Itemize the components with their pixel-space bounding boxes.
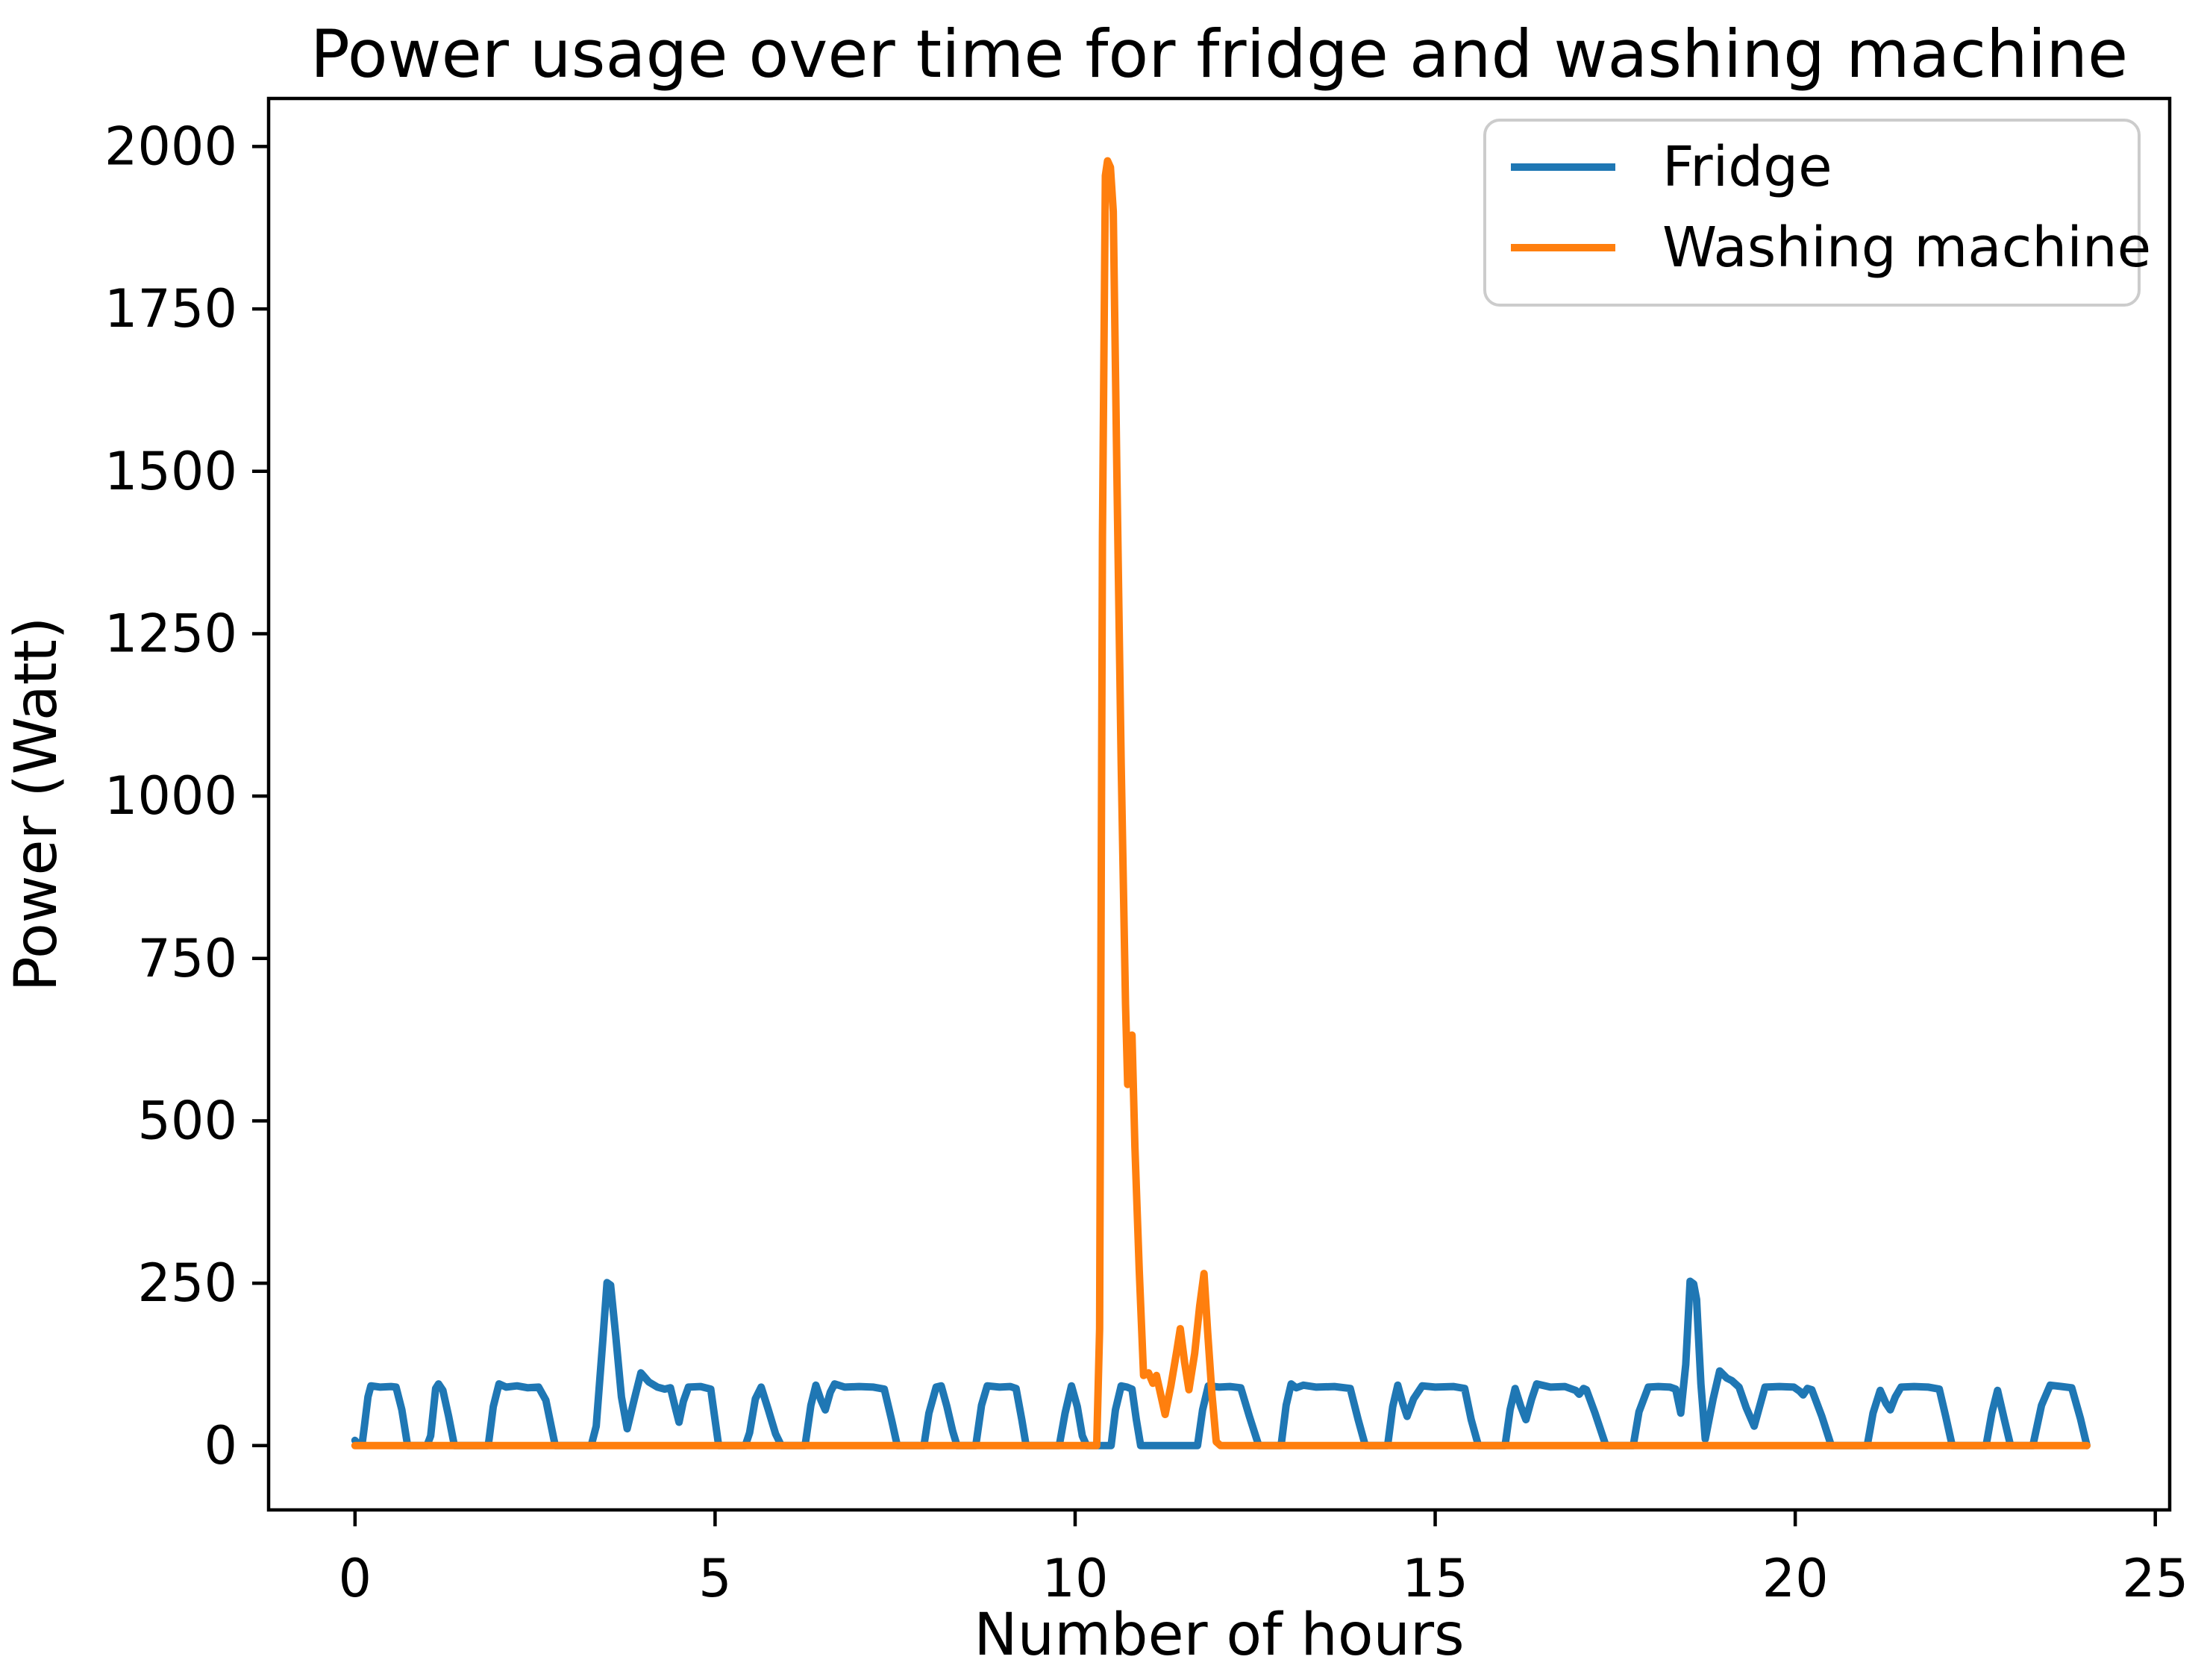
x-tick-label: 15 (1402, 1548, 1468, 1609)
x-tick-label: 20 (1762, 1548, 1829, 1609)
chart-title: Power usage over time for fridge and was… (310, 16, 2128, 93)
x-tick-label: 0 (339, 1548, 372, 1609)
washing-machine-line (351, 157, 2091, 1449)
y-tick-label: 1500 (104, 441, 237, 502)
y-tick-label: 1000 (104, 765, 237, 827)
y-tick-label: 250 (137, 1253, 237, 1314)
legend-box (1483, 119, 2141, 307)
y-tick-label: 2000 (104, 116, 237, 177)
y-tick-label: 1250 (104, 603, 237, 664)
y-tick-label: 1750 (104, 278, 237, 339)
x-axis-ticks: 0 5 10 15 20 25 (339, 1510, 2188, 1609)
y-tick-label: 500 (137, 1090, 237, 1151)
x-axis-label: Number of hours (974, 1602, 1464, 1669)
legend: Fridge Washing machine (1483, 119, 2151, 307)
fridge-line (351, 1277, 2091, 1449)
washing-machine-legend-label: Washing machine (1662, 216, 2151, 280)
y-axis-label: Power (Watt) (3, 617, 70, 992)
plot-border (266, 96, 2172, 1512)
y-axis-ticks: 0 250 500 750 1000 1250 1500 1750 2000 (104, 116, 269, 1476)
series-lines (351, 157, 2091, 1449)
x-tick-label: 25 (2122, 1548, 2188, 1609)
y-tick-label: 750 (137, 928, 237, 989)
x-tick-label: 10 (1042, 1548, 1108, 1609)
x-tick-label: 5 (698, 1548, 732, 1609)
y-tick-label: 0 (204, 1415, 237, 1476)
fridge-legend-label: Fridge (1662, 135, 1832, 199)
